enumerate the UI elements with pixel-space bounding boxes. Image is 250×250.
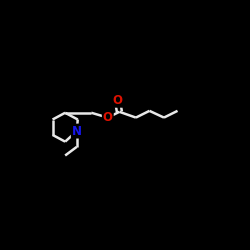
Text: N: N: [72, 124, 82, 138]
Text: O: O: [112, 94, 122, 107]
Text: O: O: [103, 111, 113, 124]
